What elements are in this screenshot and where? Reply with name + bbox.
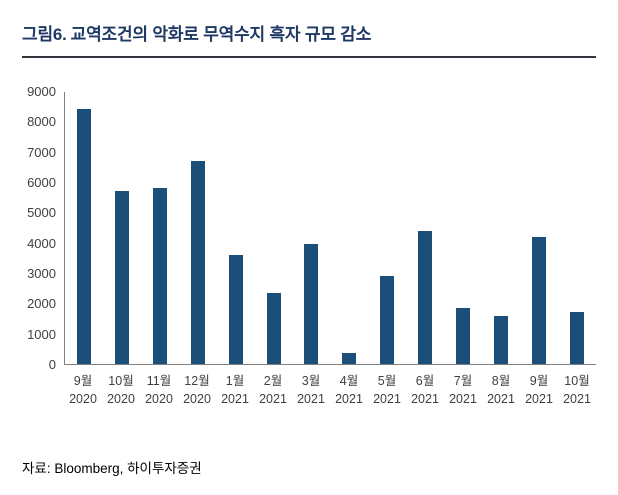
x-tick-month: 3월	[301, 374, 321, 388]
x-tick-year: 2021	[411, 392, 439, 407]
x-tick-label: 3월 2021	[292, 372, 330, 408]
bar-slot	[406, 92, 444, 364]
x-tick-month: 8월	[491, 374, 511, 388]
x-tick-label: 7월 2021	[444, 372, 482, 408]
y-axis-labels: 9000 8000 7000 6000 5000 4000 3000 2000 1000 0	[22, 84, 64, 372]
y-tick-label: 9000	[27, 84, 56, 99]
bar-slot	[330, 92, 368, 364]
x-tick-label: 5월 2021	[368, 372, 406, 408]
x-tick-month: 5월	[377, 374, 397, 388]
bar-slot	[558, 92, 596, 364]
figure-title: 교역조건의 악화로 무역수지 흑자 규모 감소	[70, 25, 372, 44]
bar	[569, 312, 584, 364]
x-tick-year: 2020	[107, 392, 135, 407]
bar	[114, 191, 129, 364]
title-divider	[22, 56, 596, 58]
bar	[494, 315, 509, 364]
bar-slot	[103, 92, 141, 364]
bar	[418, 230, 433, 364]
bar-slot	[520, 92, 558, 364]
x-tick-month: 10월	[564, 374, 590, 388]
bar	[456, 307, 471, 364]
bar	[228, 254, 243, 364]
y-tick-label: 0	[48, 357, 56, 372]
x-tick-month: 10월	[108, 374, 134, 388]
x-tick-label: 4월 2021	[330, 372, 368, 408]
y-tick-label: 8000	[27, 114, 56, 130]
x-tick-month: 11월	[146, 374, 172, 388]
x-tick-year: 2021	[335, 392, 363, 407]
y-tick-label: 2000	[27, 296, 56, 312]
x-tick-label: 2월 2021	[254, 372, 292, 408]
x-tick-month: 9월	[73, 374, 93, 388]
bar-slot	[482, 92, 520, 364]
x-tick-month: 12월	[184, 374, 210, 388]
bar-chart: 9000 8000 7000 6000 5000 4000 3000 2000 1000 0 9월…	[22, 84, 596, 408]
source-note: 자료: Bloomberg, 하이투자증권	[22, 461, 202, 476]
bar	[304, 244, 319, 364]
x-tick-year: 2021	[297, 392, 325, 407]
y-tick-label: 4000	[27, 235, 56, 251]
x-tick-year: 2021	[563, 392, 591, 407]
bar-slot	[179, 92, 217, 364]
bar-slot	[141, 92, 179, 364]
y-tick-label: 1000	[27, 326, 56, 342]
x-tick-year: 2020	[145, 392, 173, 407]
x-tick-month: 7월	[453, 374, 473, 388]
x-tick-month: 6월	[415, 374, 435, 388]
x-tick-year: 2021	[449, 392, 477, 407]
x-tick-label: 10월 2021	[558, 372, 596, 408]
figure-label: 그림6.	[22, 25, 67, 44]
x-tick-label: 1월 2021	[216, 372, 254, 408]
bar-slot	[444, 92, 482, 364]
y-tick-label: 3000	[27, 266, 56, 281]
x-tick-month: 2월	[263, 374, 283, 388]
x-tick-label: 6월 2021	[406, 372, 444, 408]
bar	[266, 292, 281, 364]
y-tick-label: 6000	[27, 175, 56, 190]
bar-slot	[368, 92, 406, 364]
x-tick-year: 2021	[525, 392, 553, 407]
bar	[532, 236, 547, 364]
x-tick-month: 4월	[339, 374, 359, 388]
x-tick-month: 1월	[225, 374, 245, 388]
y-tick-label: 5000	[27, 205, 56, 221]
plot-area	[64, 92, 596, 365]
x-tick-year: 2021	[221, 392, 249, 407]
bar	[76, 109, 91, 364]
x-tick-label: 9월 2020	[64, 372, 102, 408]
bar-slot	[293, 92, 331, 364]
x-tick-label: 9월 2021	[520, 372, 558, 408]
x-tick-year: 2021	[373, 392, 401, 407]
figure-header: 그림6. 교역조건의 악화로 무역수지 흑자 규모 감소	[22, 20, 596, 45]
x-tick-year: 2021	[259, 392, 287, 407]
x-tick-year: 2020	[69, 392, 97, 407]
bar	[152, 188, 167, 364]
x-tick-label: 11월 2020	[140, 372, 178, 408]
x-tick-label: 8월 2021	[482, 372, 520, 408]
bar	[380, 276, 395, 364]
x-tick-year: 2021	[487, 392, 515, 407]
bar-slot	[65, 92, 103, 364]
bar	[190, 160, 205, 364]
plot-wrap: 9월 2020 10월 2020 11월 2020 12월 2020 1월 2021 2월 2021 3…	[64, 92, 596, 408]
bar-slot	[217, 92, 255, 364]
x-tick-label: 12월 2020	[178, 372, 216, 408]
x-tick-month: 9월	[529, 374, 549, 388]
bar-slot	[255, 92, 293, 364]
x-tick-label: 10월 2020	[102, 372, 140, 408]
y-tick-label: 7000	[27, 144, 56, 160]
x-tick-year: 2020	[183, 392, 211, 407]
bar	[342, 352, 357, 364]
x-axis-labels: 9월 2020 10월 2020 11월 2020 12월 2020 1월 2021 2월 2021 3…	[64, 372, 596, 408]
